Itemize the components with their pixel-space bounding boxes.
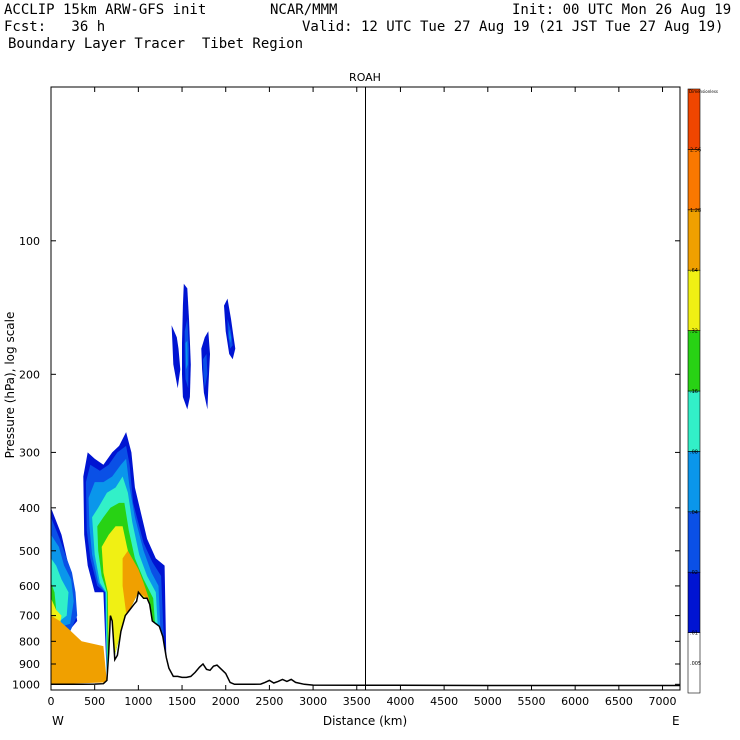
tracer-band-level-3 — [229, 328, 231, 343]
init-time: Init: 00 UTC Mon 26 Aug 19 — [512, 2, 732, 18]
y-axis-ticks: 100 200 300 400 500 600 700 800 900 1000 — [12, 235, 680, 691]
colorbar-tick-label: 1.28 — [690, 208, 701, 214]
model-title: ACCLIP 15km ARW-GFS init — [4, 2, 207, 18]
colorbar-tick-label: .04 — [690, 510, 698, 516]
x-axis-label: Distance (km) — [323, 714, 407, 728]
colorbar-swatch — [687, 511, 701, 573]
x-tick-label: 4500 — [430, 695, 458, 708]
y-tick-label: 700 — [19, 610, 40, 623]
y-tick-label: 200 — [19, 368, 40, 381]
organization-label: NCAR/MMM — [270, 2, 338, 18]
y-tick-label: 300 — [19, 446, 40, 459]
colorbar-tick-label: .32 — [690, 329, 698, 335]
chart-subtitle: Boundary Layer Tracer Tibet Region — [8, 36, 304, 52]
y-tick-label: 400 — [19, 502, 40, 515]
y-tick-label: 1000 — [12, 678, 40, 691]
tracer-band-level-7 — [122, 550, 153, 621]
tracer-band-level-4 — [51, 558, 69, 685]
colorbar-swatch — [687, 149, 701, 211]
x-tick-label: 500 — [84, 695, 105, 708]
x-tick-label: 7000 — [649, 695, 677, 708]
colorbar-swatch — [687, 88, 701, 150]
x-tick-label: 1500 — [168, 695, 196, 708]
colorbar-tick-label: .02 — [690, 570, 698, 576]
x-tick-label: 6000 — [561, 695, 589, 708]
x-tick-label: 3500 — [343, 695, 371, 708]
colorbar-tick-label: .16 — [690, 389, 698, 395]
x-tick-label: 6500 — [605, 695, 633, 708]
forecast-hour: Fcst: 36 h — [4, 19, 106, 35]
colorbar-unit-label: Dimensionless — [689, 89, 718, 94]
east-label: E — [672, 714, 680, 728]
colorbar-tick-label: .64 — [690, 268, 698, 274]
colorbar-swatch — [687, 269, 701, 331]
colorbar: .005 .01 .02 .04 .08 .16 .32 .64 1.28 2.56 Dimensi… — [687, 88, 718, 694]
x-tick-label: 2000 — [212, 695, 240, 708]
x-tick-label: 5000 — [474, 695, 502, 708]
terrain-profile-line — [51, 590, 680, 687]
colorbar-tick-label: .08 — [690, 449, 698, 455]
x-tick-label: 1000 — [124, 695, 152, 708]
x-tick-label: 4000 — [386, 695, 414, 708]
y-tick-label: 900 — [19, 658, 40, 671]
chart-title: ROAH — [349, 71, 381, 84]
colorbar-swatch — [687, 209, 701, 271]
terrain-mask — [51, 592, 680, 690]
colorbar-swatch — [687, 451, 701, 513]
x-tick-label: 5500 — [517, 695, 545, 708]
tracer-band-level-1 — [171, 325, 181, 389]
colorbar-swatch — [687, 330, 701, 392]
colorbar-swatch — [687, 571, 701, 633]
y-tick-label: 600 — [19, 580, 40, 593]
tracer-band-level-7 — [51, 615, 107, 685]
west-label: W — [52, 714, 64, 728]
tracer-band-level-3 — [185, 340, 188, 370]
x-axis-ticks: 0 500 1000 1500 2000 2500 3000 3500 4000 4500 5000… — [48, 87, 677, 708]
colorbar-tick-label: 2.56 — [690, 147, 701, 153]
colorbar-tick-label: .01 — [690, 631, 698, 637]
valid-time: Valid: 12 UTC Tue 27 Aug 19 (21 JST Tue … — [302, 19, 724, 35]
y-tick-label: 100 — [19, 235, 40, 248]
tracer-contour-fill — [51, 283, 236, 685]
colorbar-tick-label: .005 — [690, 661, 701, 667]
tracer-band-level-2 — [203, 354, 208, 389]
plot-frame — [50, 86, 681, 691]
x-tick-label: 0 — [48, 695, 55, 708]
y-axis-label: Pressure (hPa), log scale — [3, 312, 17, 459]
colorbar-swatch — [687, 390, 701, 452]
y-tick-label: 500 — [19, 545, 40, 558]
x-tick-label: 3000 — [299, 695, 327, 708]
x-tick-label: 2500 — [255, 695, 283, 708]
y-tick-label: 800 — [19, 635, 40, 648]
